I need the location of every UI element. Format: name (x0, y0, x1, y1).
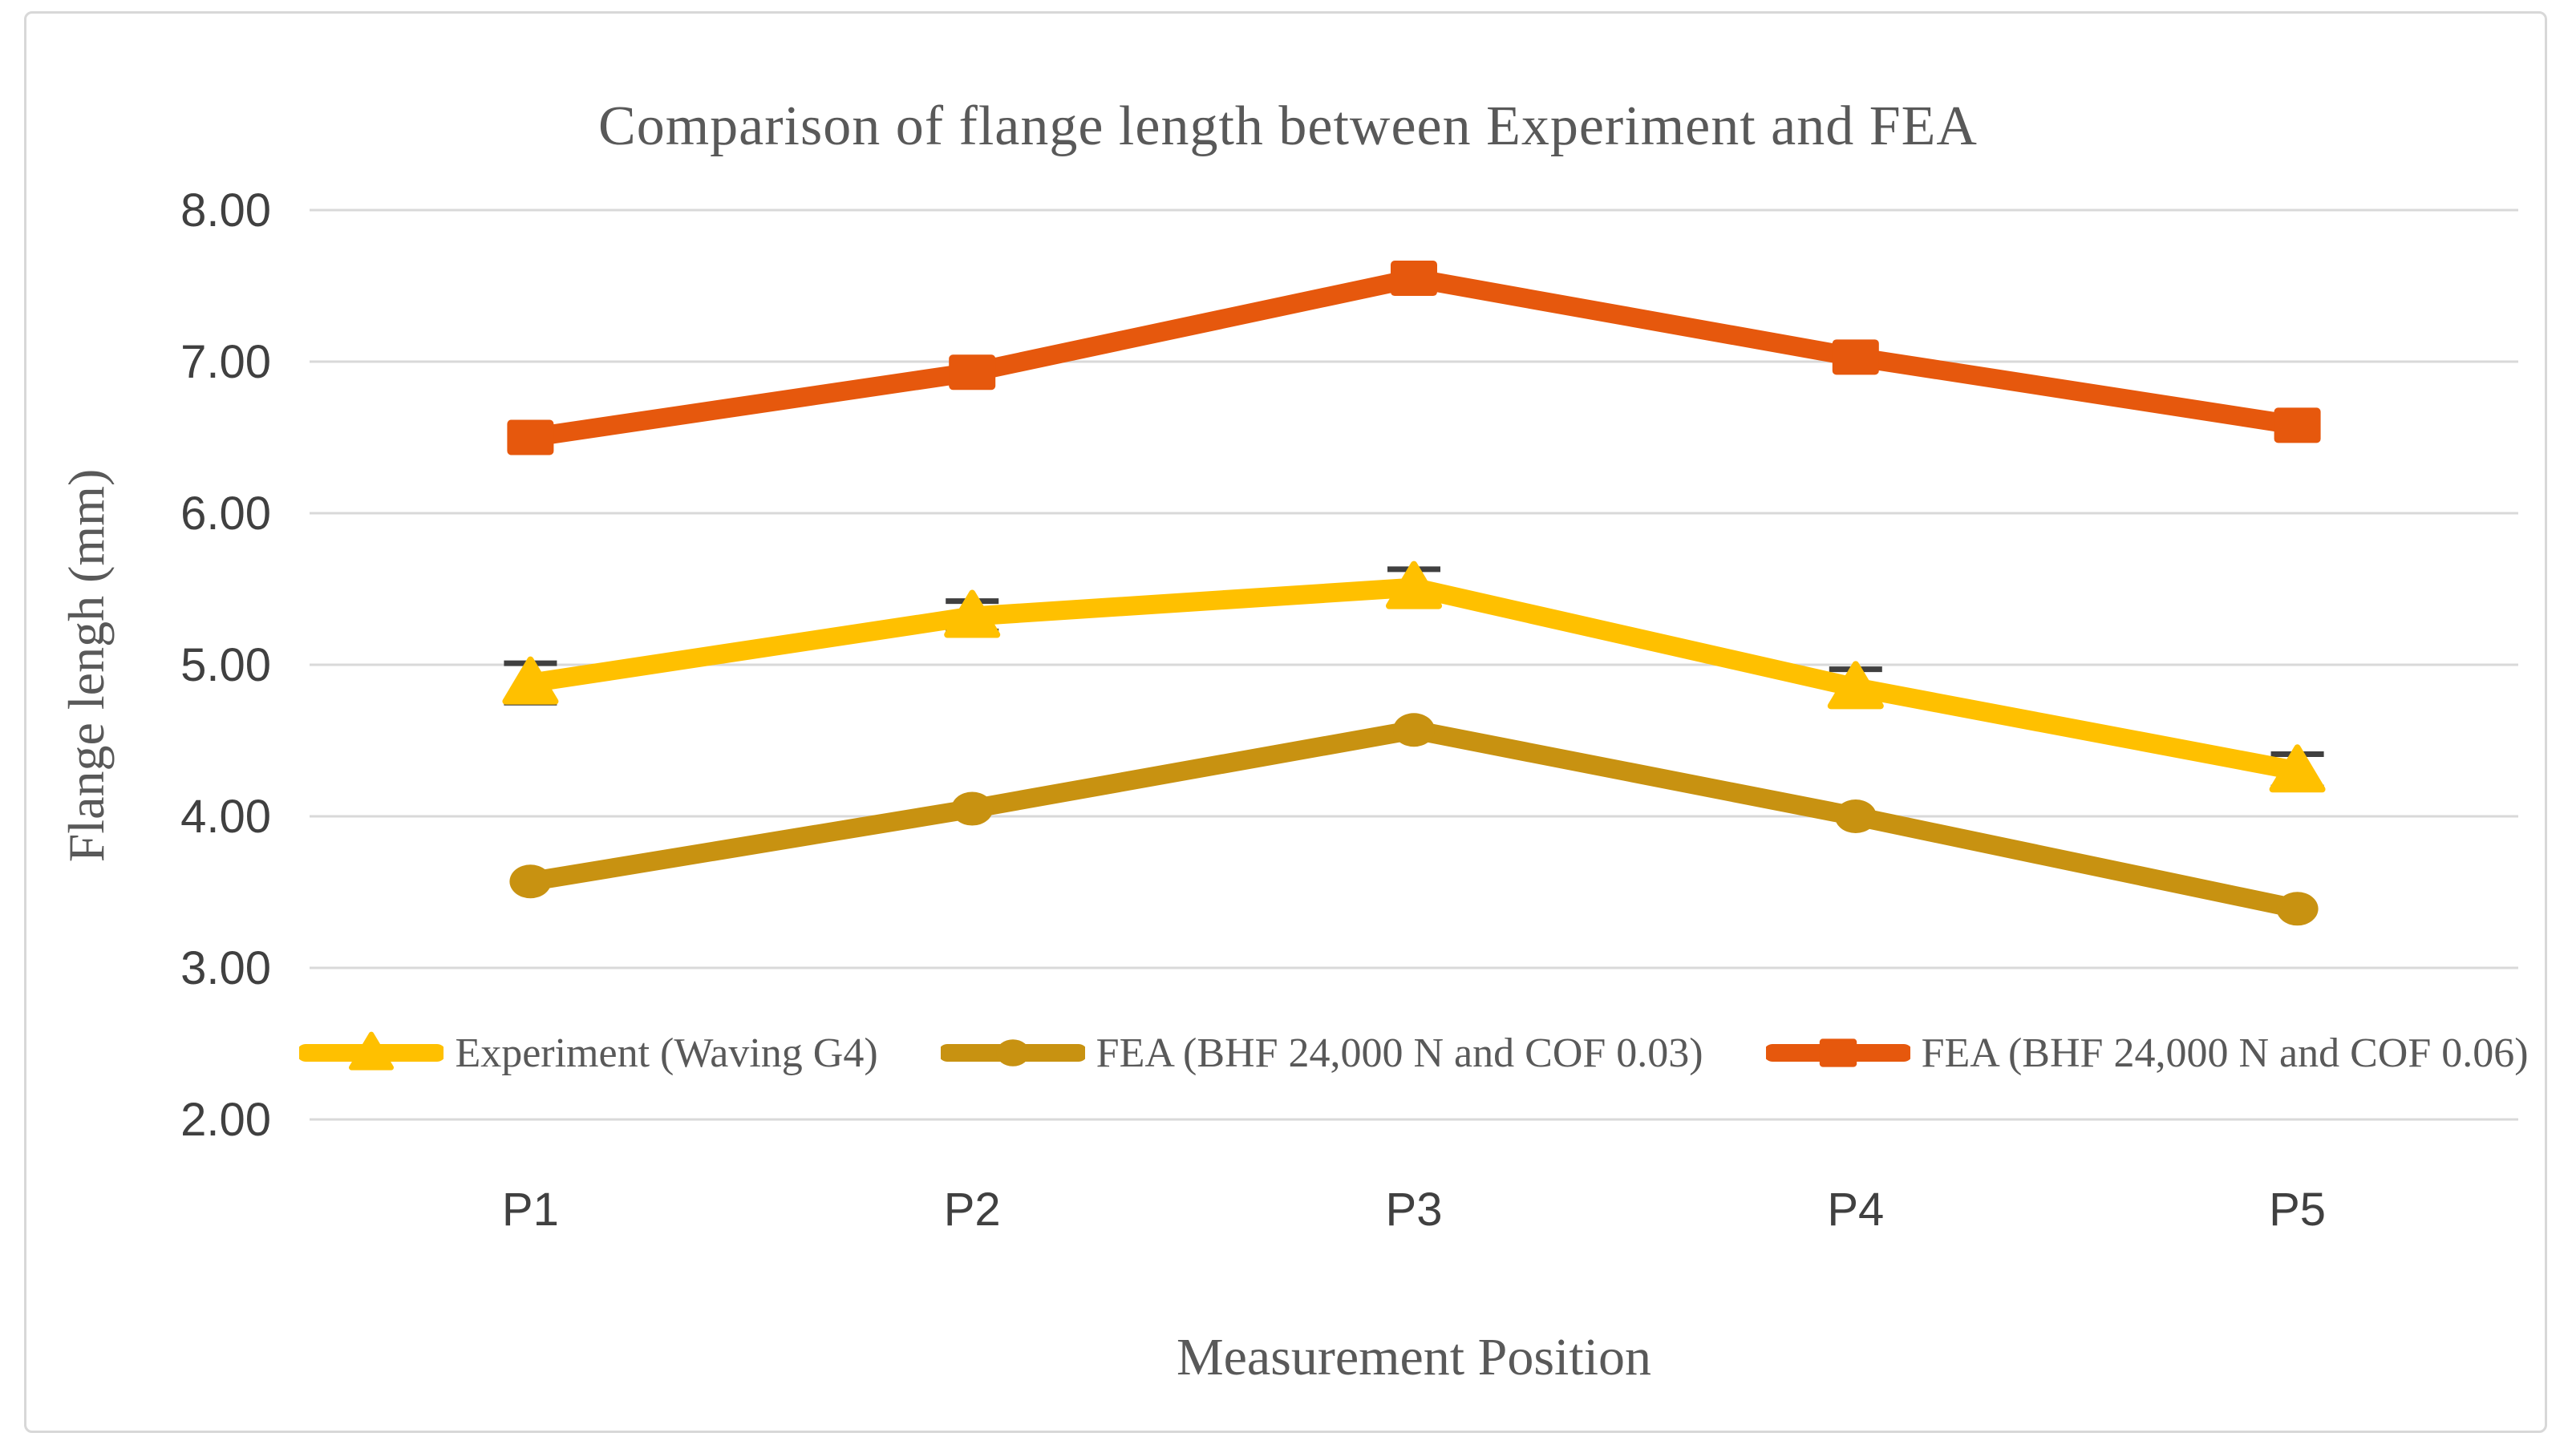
circle-marker-icon (2276, 892, 2319, 926)
x-tick-label: P1 (502, 1184, 559, 1236)
circle-marker-icon (995, 1039, 1030, 1067)
square-marker-icon (1832, 339, 1879, 375)
chart-frame (24, 11, 2547, 1433)
y-tick-label: 3.00 (180, 942, 271, 994)
triangle-marker-icon (2269, 744, 2326, 793)
y-tick-label: 8.00 (180, 184, 271, 237)
series-line (520, 269, 2307, 447)
chart-title: Comparison of flange length between Expe… (598, 95, 1978, 157)
legend-label: FEA (BHF 24,000 N and COF 0.03) (1096, 1030, 1703, 1076)
y-tick-label: 6.00 (180, 488, 271, 540)
legend-swatch-icon (299, 1031, 444, 1071)
legend-item-2: FEA (BHF 24,000 N and COF 0.03) (940, 1025, 1703, 1081)
legend-swatch-icon (940, 1039, 1085, 1067)
legend-label: FEA (BHF 24,000 N and COF 0.06) (1921, 1030, 2529, 1076)
series-line (520, 720, 2307, 919)
square-marker-icon (1819, 1038, 1857, 1067)
y-tick-label: 5.00 (180, 639, 271, 691)
legend-swatch-icon (1765, 1038, 1910, 1067)
triangle-marker-icon (502, 656, 559, 705)
x-axis-title: Measurement Position (1176, 1328, 1652, 1386)
x-tick-label: P2 (944, 1184, 1001, 1236)
x-tick-label: P3 (1386, 1184, 1443, 1236)
y-tick-label: 2.00 (180, 1094, 271, 1146)
y-tick-label: 7.00 (180, 336, 271, 388)
legend: Experiment (Waving G4) FEA (BHF 24,000 N … (299, 1017, 2529, 1089)
legend-item-3: FEA (BHF 24,000 N and COF 0.06) (1765, 1025, 2529, 1081)
triangle-marker-icon (1386, 561, 1442, 609)
legend-label: Experiment (Waving G4) (455, 1030, 878, 1076)
square-marker-icon (949, 354, 996, 391)
y-tick-label: 4.00 (180, 791, 271, 843)
circle-marker-icon (951, 791, 994, 826)
x-tick-label: P5 (2269, 1184, 2326, 1236)
y-axis-title: Flange lengh (mm) (58, 468, 115, 863)
x-tick-label: P4 (1827, 1184, 1884, 1236)
circle-marker-icon (509, 864, 552, 899)
square-marker-icon (507, 419, 554, 455)
triangle-marker-icon (1827, 661, 1884, 710)
triangle-marker-icon (944, 589, 1001, 638)
square-marker-icon (2274, 407, 2321, 443)
square-marker-icon (1391, 261, 1437, 297)
legend-item-1: Experiment (Waving G4) (299, 1025, 878, 1081)
circle-marker-icon (1834, 799, 1877, 833)
triangle-marker-icon (349, 1031, 395, 1071)
circle-marker-icon (1393, 713, 1435, 747)
